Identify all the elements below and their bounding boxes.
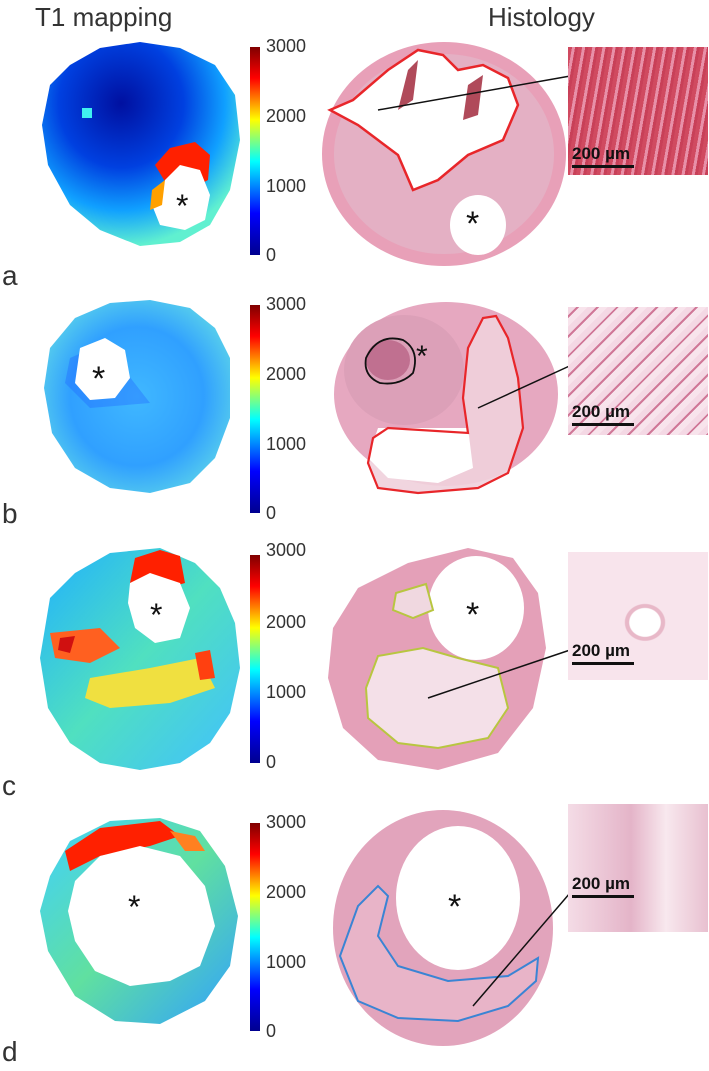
asterisk-marker: *: [150, 597, 162, 633]
colorbar-tick: 2000: [266, 612, 307, 632]
colorbar-tick: 1000: [266, 434, 307, 454]
scale-bar-label: 200 µm: [572, 641, 630, 660]
panel-letter-d: d: [2, 1036, 18, 1067]
colorbar-c: 3000 2000 1000 0: [246, 538, 326, 800]
colorbar-tick: 0: [266, 245, 277, 265]
asterisk-marker: *: [92, 360, 105, 398]
colorbar-tick: 3000: [266, 540, 307, 560]
scale-bar-label: 200 µm: [572, 144, 630, 163]
colorbar-a: 3000 2000 1000 0: [246, 30, 326, 292]
t1-map-c: *: [40, 548, 240, 770]
asterisk-marker: *: [416, 340, 428, 373]
histology-inset-c: [568, 552, 708, 680]
colorbar-tick: 0: [266, 503, 277, 523]
scale-bar-label: 200 µm: [572, 874, 630, 893]
scale-bar-d: 200 µm: [572, 874, 634, 898]
scale-bar-a: 200 µm: [572, 144, 634, 168]
colorbar-tick: 3000: [266, 294, 307, 314]
colorbar-tick: 3000: [266, 812, 307, 832]
panel-c: * 3000 2000 1000 0 * 200 µm c: [0, 538, 709, 801]
histology-section-d: *: [333, 810, 577, 1046]
histology-inset-b: [568, 307, 708, 435]
colorbar-tick: 2000: [266, 882, 307, 902]
asterisk-marker: *: [176, 188, 188, 224]
histology-inset-a: [568, 47, 708, 175]
asterisk-marker: *: [128, 889, 140, 925]
colorbar-tick: 2000: [266, 106, 307, 126]
panel-letter-b: b: [2, 498, 18, 529]
colorbar-tick: 0: [266, 1021, 277, 1041]
asterisk-marker: *: [466, 205, 479, 243]
histology-header: Histology: [488, 2, 595, 32]
colorbar-tick: 1000: [266, 952, 307, 972]
colorbar-tick: 0: [266, 752, 277, 772]
histology-section-b: *: [334, 302, 577, 495]
colorbar-d: 3000 2000 1000 0: [246, 806, 326, 1068]
panel-letter-a: a: [2, 260, 18, 291]
t1-map-d: *: [40, 818, 238, 1024]
colorbar-b: 3000 2000 1000 0: [246, 288, 326, 550]
asterisk-marker: *: [448, 888, 461, 926]
scale-bar-b: 200 µm: [572, 402, 634, 426]
colorbar-tick: 1000: [266, 682, 307, 702]
scale-bar-c: 200 µm: [572, 641, 634, 665]
histology-section-a: *: [322, 42, 577, 266]
colorbar-tick: 3000: [266, 36, 307, 56]
panel-b: * 3000 2000 1000 0 * 200 µm b: [0, 288, 709, 550]
t1-mapping-header: T1 mapping: [35, 2, 173, 32]
scale-bar-label: 200 µm: [572, 402, 630, 421]
panel-letter-c: c: [2, 770, 16, 801]
colorbar-tick: 1000: [266, 176, 307, 196]
t1-map-b: *: [44, 300, 230, 493]
panel-a: * 3000 2000 1000 0 * 200 µm a: [0, 30, 709, 292]
panel-d: * 3000 2000 1000 0 * 200 µm d: [0, 804, 709, 1068]
histology-inset-d: [568, 804, 708, 932]
t1-map-a: *: [42, 42, 240, 246]
histology-section-c: *: [328, 548, 577, 770]
asterisk-marker: *: [466, 596, 479, 634]
colorbar-tick: 2000: [266, 364, 307, 384]
